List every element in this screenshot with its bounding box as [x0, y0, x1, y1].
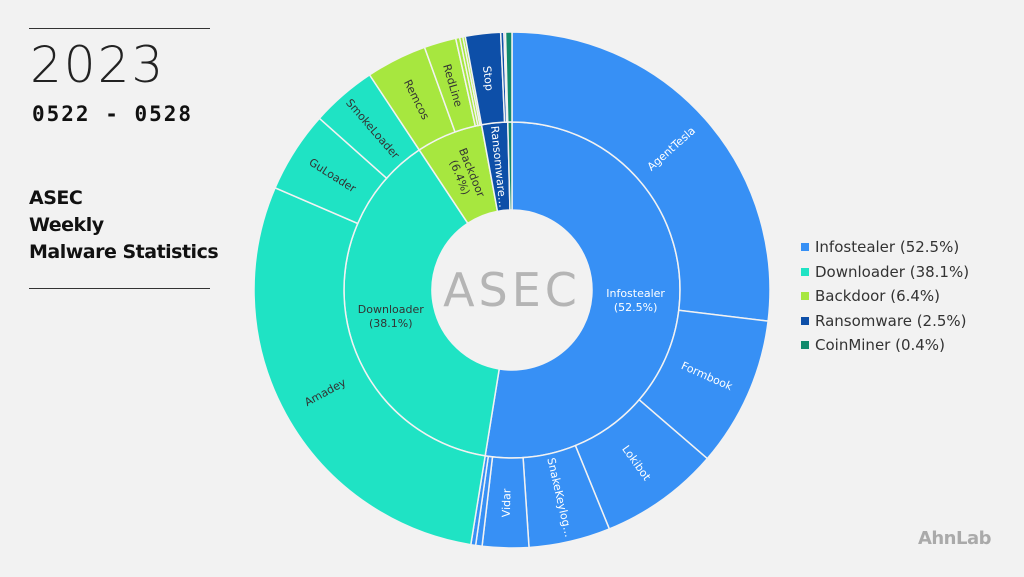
outer-slice-label: Stop: [480, 65, 496, 91]
ahnlab-logo: AhnLab: [917, 528, 992, 549]
outer-slice[interactable]: [504, 31, 513, 123]
report-title: ASEC Weekly Malware Statistics: [29, 185, 219, 266]
legend-swatch: [801, 243, 809, 252]
legend-item-downloader[interactable]: Downloader (38.1%): [801, 260, 969, 285]
legend-swatch: [801, 267, 809, 276]
top-divider: [29, 28, 210, 29]
inner-slice-label: Downloader (38.1%): [358, 303, 424, 330]
outer-slice-amadey[interactable]: [253, 186, 487, 546]
title-line: ASEC: [29, 187, 83, 209]
outer-slice-agenttesla[interactable]: [511, 31, 771, 322]
title-line: Malware Statistics: [29, 241, 219, 263]
legend-item-backdoor[interactable]: Backdoor (6.4%): [801, 284, 969, 309]
legend-label: Backdoor (6.4%): [815, 287, 941, 306]
legend-label: Ransomware (2.5%): [815, 311, 967, 330]
date-range: 0522 - 0528: [32, 102, 194, 126]
legend-swatch: [801, 292, 809, 301]
legend-item-coinminer[interactable]: CoinMiner (0.4%): [801, 333, 969, 358]
legend-item-ransomware[interactable]: Ransomware (2.5%): [801, 309, 969, 334]
outer-slice-label: Vidar: [500, 488, 514, 517]
bottom-divider: [29, 288, 210, 289]
legend-item-infostealer[interactable]: Infostealer (52.5%): [801, 235, 969, 260]
legend-swatch: [801, 341, 809, 350]
chart-legend: Infostealer (52.5%) Downloader (38.1%) Bac…: [801, 235, 969, 358]
title-line: Weekly: [29, 214, 104, 236]
legend-label: Infostealer (52.5%): [815, 238, 960, 257]
legend-swatch: [801, 316, 809, 325]
report-year: 2023: [30, 36, 166, 94]
asec-center-logo: ASEC: [443, 263, 581, 317]
legend-label: CoinMiner (0.4%): [815, 336, 945, 355]
legend-label: Downloader (38.1%): [815, 262, 970, 281]
inner-slice-label: Infostealer (52.5%): [606, 287, 665, 314]
